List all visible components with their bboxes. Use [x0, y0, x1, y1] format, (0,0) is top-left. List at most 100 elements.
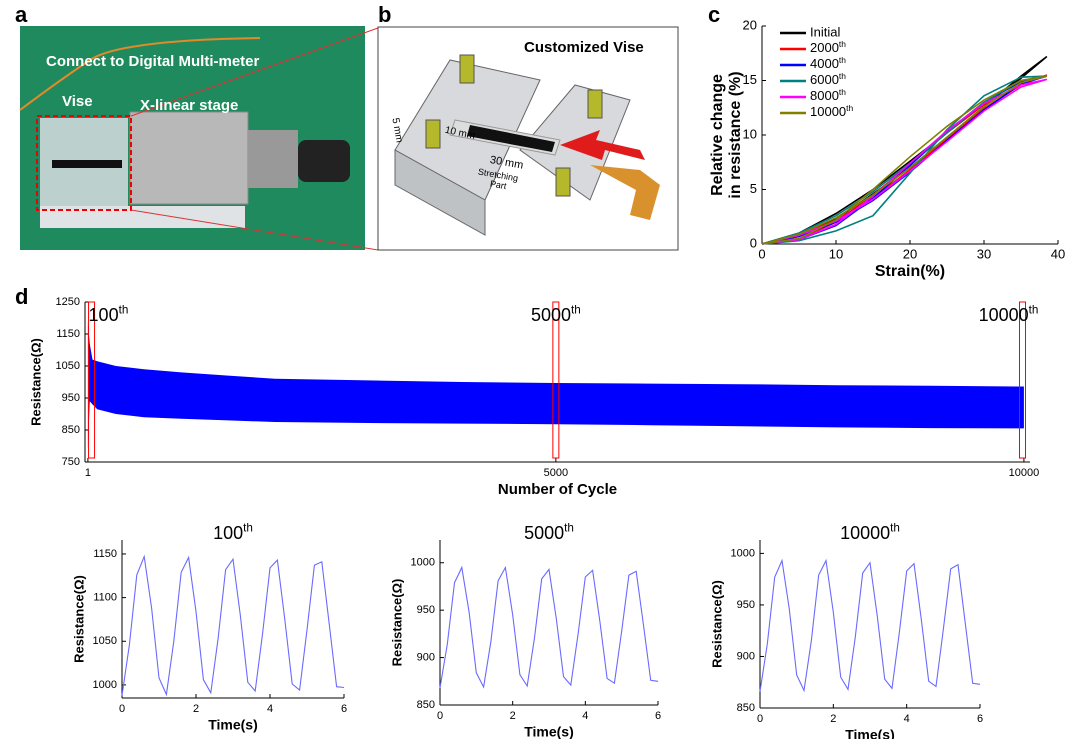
- x-tick-label: 0: [758, 246, 765, 261]
- x-tick-label: 2: [830, 713, 836, 725]
- x-tick-label: 10000: [1009, 467, 1040, 479]
- bolt: [425, 119, 441, 149]
- x-tick-label: 0: [757, 713, 763, 725]
- x-axis-label: Strain(%): [875, 263, 945, 280]
- x-tick-label: 4: [904, 713, 910, 725]
- chart-title: 100th: [213, 522, 253, 543]
- diagram-title: Customized Vise: [524, 39, 644, 56]
- data-line: [761, 75, 1048, 245]
- vise-diagram: [377, 26, 679, 251]
- photo-caption: X-linear stage: [140, 97, 238, 114]
- y-tick-label: 10: [743, 126, 757, 141]
- zoom-line: [130, 27, 379, 117]
- y-axis-label: Resistance(Ω): [71, 575, 86, 663]
- vise-block-side: [394, 149, 486, 236]
- y-tick-label: 950: [417, 604, 435, 616]
- y-tick-label: 850: [737, 702, 755, 714]
- highlight-box: [88, 301, 96, 459]
- cycle-band: [87, 321, 1024, 450]
- zoom-line: [130, 209, 379, 251]
- x-tick-label: 2: [510, 710, 516, 722]
- x-tick-label: 10: [829, 246, 843, 261]
- y-tick-label: 1100: [93, 592, 117, 604]
- y-tick-label: 850: [417, 699, 435, 711]
- data-line: [439, 565, 659, 689]
- stage-motor: [298, 140, 350, 182]
- y-axis-label: Resistance(Ω): [28, 338, 43, 426]
- y-axis-label: Resistance(Ω): [389, 579, 404, 667]
- y-axis-label: in resistance (%): [727, 71, 744, 198]
- x-tick-label: 5000: [544, 467, 568, 479]
- x-tick-label: 40: [1051, 246, 1065, 261]
- photo-caption: Connect to Digital Multi-meter: [46, 53, 259, 70]
- y-axis-label: Resistance(Ω): [709, 580, 724, 668]
- dimension: 30 mm: [489, 154, 524, 172]
- x-axis-label: Time(s): [524, 724, 574, 739]
- x-axis-label: Number of Cycle: [498, 481, 617, 498]
- sample-strip: [52, 160, 122, 168]
- annotation: 100th: [89, 304, 129, 325]
- y-tick-label: 1000: [411, 557, 435, 569]
- x-tick-label: 4: [582, 710, 588, 722]
- data-line: [761, 75, 1048, 245]
- x-axis-label: Time(s): [208, 717, 258, 733]
- y-tick-label: 850: [62, 424, 80, 436]
- stretch-arrow: [560, 130, 645, 160]
- x-tick-label: 30: [977, 246, 991, 261]
- x-axis-label: Time(s): [845, 727, 895, 739]
- panel-label: c: [708, 2, 720, 27]
- y-tick-label: 1150: [93, 548, 117, 560]
- x-tick-label: 20: [903, 246, 917, 261]
- x-tick-label: 2: [193, 703, 199, 715]
- y-tick-label: 5: [750, 181, 757, 196]
- y-tick-label: 1050: [93, 635, 117, 647]
- wire: [19, 37, 261, 111]
- cable: [590, 165, 660, 220]
- panel-label: a: [15, 2, 28, 27]
- photo-caption: Vise: [62, 93, 93, 110]
- ruler: [40, 206, 245, 228]
- y-tick-label: 0: [750, 235, 757, 250]
- y-tick-label: 900: [417, 651, 435, 663]
- legend-label: 10000th: [810, 103, 854, 119]
- annotation: 5000th: [531, 304, 581, 325]
- legend-label: 6000th: [810, 71, 846, 87]
- data-line: [761, 74, 1048, 245]
- dimension: 5 mm: [389, 117, 404, 144]
- y-tick-label: 1150: [56, 328, 80, 340]
- data-line: [761, 78, 1048, 245]
- legend-label: Initial: [810, 24, 840, 39]
- bolt: [555, 167, 571, 197]
- vise-highlight: [36, 115, 132, 211]
- y-tick-label: 1000: [93, 679, 117, 691]
- annotation: 10000th: [979, 304, 1039, 325]
- y-tick-label: 1000: [731, 547, 755, 559]
- x-tick-label: 6: [655, 710, 661, 722]
- bolt: [587, 89, 603, 119]
- photo: [19, 26, 365, 250]
- y-tick-label: 20: [743, 17, 757, 32]
- y-tick-label: 15: [743, 72, 757, 87]
- chart-title: 5000th: [524, 522, 574, 543]
- x-tick-label: 6: [977, 713, 983, 725]
- data-line: [759, 558, 981, 693]
- y-tick-label: 950: [737, 599, 755, 611]
- highlight-box: [552, 301, 560, 459]
- x-tick-label: 0: [437, 710, 443, 722]
- panel-label: d: [15, 284, 28, 309]
- chart-title: 10000th: [840, 522, 900, 543]
- legend-label: 4000th: [810, 55, 846, 71]
- panel-label: b: [378, 2, 391, 27]
- x-tick-label: 0: [119, 703, 125, 715]
- x-tick-label: 1: [85, 467, 91, 479]
- highlight-box: [1019, 301, 1027, 459]
- y-tick-label: 750: [62, 456, 80, 468]
- legend-label: 8000th: [810, 87, 846, 103]
- y-tick-label: 1250: [56, 296, 80, 308]
- legend-label: 2000th: [810, 39, 846, 55]
- data-line: [761, 75, 1048, 245]
- y-axis-label: Relative change: [709, 74, 726, 196]
- bolt: [459, 54, 475, 84]
